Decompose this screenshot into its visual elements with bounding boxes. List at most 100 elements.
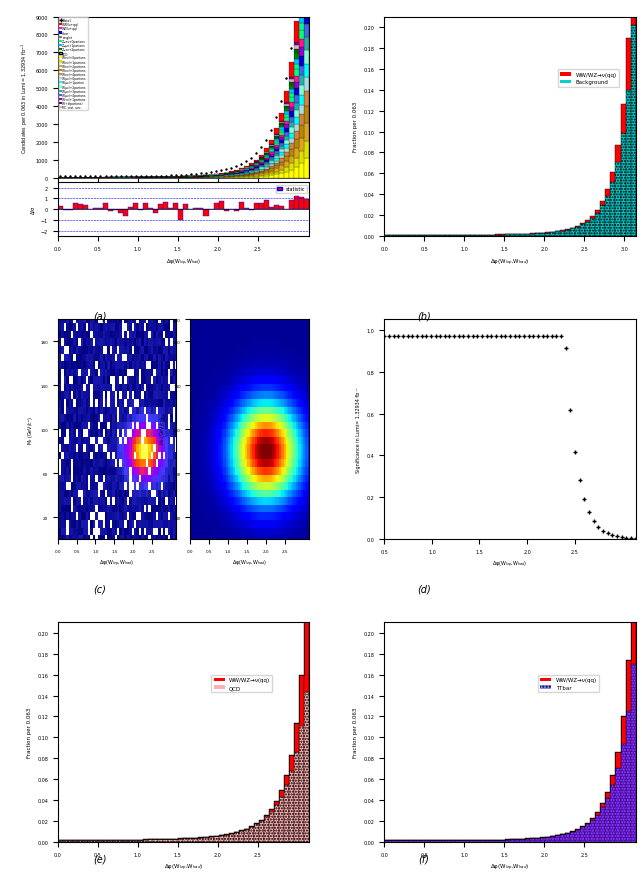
- Bar: [611, 786, 616, 842]
- X-axis label: Δφ(W$_{lep}$,W$_{had}$): Δφ(W$_{lep}$,W$_{had}$): [490, 862, 530, 873]
- Text: (b): (b): [417, 311, 431, 321]
- Bar: [274, 173, 279, 175]
- Bar: [264, 155, 269, 156]
- Bar: [83, 840, 88, 842]
- Bar: [616, 768, 621, 842]
- Bar: [269, 208, 274, 210]
- Bar: [274, 137, 279, 139]
- Bar: [254, 176, 259, 177]
- Bar: [611, 786, 616, 842]
- Bar: [480, 840, 485, 842]
- Bar: [123, 840, 128, 842]
- Bar: [485, 840, 490, 842]
- Bar: [410, 236, 415, 237]
- Bar: [274, 139, 279, 140]
- Bar: [58, 207, 63, 210]
- X-axis label: Δφ(W$_{lep}$,W$_{had}$): Δφ(W$_{lep}$,W$_{had}$): [166, 257, 201, 267]
- Bar: [269, 168, 274, 169]
- Bar: [495, 235, 500, 237]
- Bar: [279, 139, 284, 141]
- Bar: [605, 798, 611, 842]
- Bar: [269, 153, 274, 154]
- Bar: [58, 840, 63, 842]
- Bar: [611, 173, 616, 182]
- Bar: [193, 209, 198, 210]
- Bar: [198, 209, 204, 210]
- Bar: [600, 803, 605, 808]
- Bar: [595, 815, 600, 842]
- Bar: [204, 838, 209, 842]
- Bar: [555, 836, 560, 842]
- Bar: [289, 157, 294, 164]
- Bar: [209, 837, 214, 842]
- Bar: [510, 839, 515, 842]
- Bar: [510, 839, 515, 842]
- Bar: [445, 840, 449, 842]
- Bar: [168, 839, 173, 842]
- Bar: [385, 236, 390, 237]
- Bar: [264, 160, 269, 161]
- Bar: [299, 164, 304, 179]
- Bar: [279, 175, 284, 179]
- Bar: [294, 65, 299, 70]
- Bar: [429, 840, 435, 842]
- Bar: [550, 232, 555, 237]
- Bar: [299, 96, 304, 105]
- Bar: [123, 210, 128, 217]
- Bar: [545, 837, 550, 842]
- Bar: [264, 817, 269, 842]
- Bar: [480, 840, 485, 842]
- Bar: [284, 129, 289, 132]
- Bar: [525, 838, 530, 842]
- Bar: [118, 840, 123, 842]
- Bar: [440, 236, 445, 237]
- Bar: [419, 840, 424, 842]
- Bar: [103, 203, 108, 210]
- Bar: [570, 229, 575, 237]
- X-axis label: Δφ(W$_{lep}$,W$_{had}$): Δφ(W$_{lep}$,W$_{had}$): [164, 862, 203, 873]
- Bar: [410, 840, 415, 842]
- Bar: [570, 831, 575, 842]
- Bar: [73, 203, 78, 210]
- Bar: [429, 840, 435, 842]
- Bar: [264, 815, 269, 817]
- Bar: [248, 177, 254, 178]
- Bar: [279, 113, 284, 122]
- Bar: [299, 126, 304, 139]
- Bar: [269, 812, 274, 842]
- Bar: [254, 203, 259, 210]
- Bar: [435, 840, 440, 842]
- Bar: [148, 209, 153, 210]
- Bar: [118, 210, 123, 213]
- Bar: [248, 176, 254, 177]
- Bar: [193, 838, 198, 842]
- Bar: [595, 210, 600, 213]
- Bar: [264, 149, 269, 153]
- Bar: [93, 840, 98, 842]
- Bar: [429, 236, 435, 237]
- Bar: [299, 726, 304, 842]
- Bar: [188, 838, 193, 842]
- Bar: [419, 236, 424, 237]
- Bar: [475, 236, 480, 237]
- Bar: [254, 174, 259, 175]
- Bar: [505, 235, 510, 237]
- Bar: [274, 144, 279, 146]
- Bar: [184, 204, 188, 210]
- Bar: [279, 167, 284, 170]
- Bar: [274, 805, 279, 842]
- Bar: [259, 164, 264, 165]
- Bar: [289, 755, 294, 771]
- Bar: [284, 112, 289, 115]
- Bar: [304, 25, 309, 38]
- Y-axis label: Fraction per 0.063: Fraction per 0.063: [26, 707, 31, 758]
- Bar: [88, 840, 93, 842]
- Bar: [595, 213, 600, 237]
- Text: (a): (a): [92, 311, 107, 321]
- Bar: [605, 190, 611, 196]
- Bar: [128, 208, 133, 210]
- Bar: [299, 39, 304, 48]
- Bar: [470, 236, 475, 237]
- Bar: [404, 840, 410, 842]
- Bar: [294, 159, 299, 168]
